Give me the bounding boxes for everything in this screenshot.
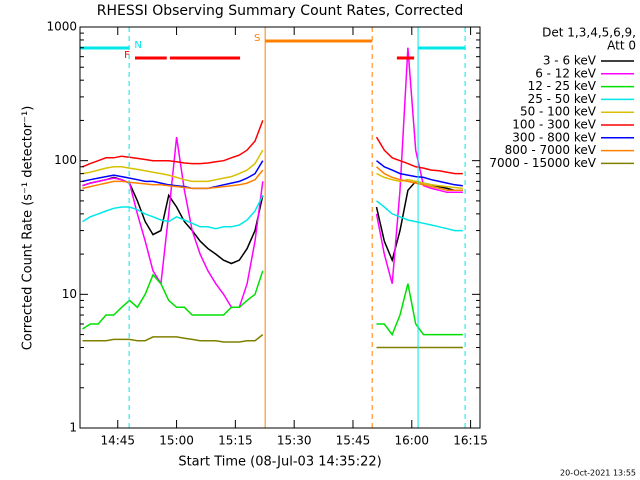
legend-label: 100 - 300 keV — [512, 118, 596, 132]
x-tick-label: 15:45 — [336, 434, 371, 448]
series-line — [82, 195, 264, 230]
legend-label: 800 - 7000 keV — [505, 143, 597, 157]
legend-label: 25 - 50 keV — [528, 92, 597, 106]
x-tick-label: 16:15 — [453, 434, 488, 448]
legend-label: 12 - 25 keV — [528, 79, 597, 93]
series-line — [375, 136, 463, 175]
x-tick-label: 14:45 — [100, 434, 135, 448]
plot-frame — [79, 26, 481, 429]
flag-label: N — [134, 40, 141, 51]
flag-label: F — [124, 50, 130, 61]
legend-label: 300 - 800 keV — [512, 130, 596, 144]
series-line — [82, 160, 264, 190]
y-axis-label: Corrected Count Rate (s⁻¹ detector⁻¹) — [21, 106, 36, 351]
series-line — [82, 169, 264, 190]
x-axis-label: Start Time (08-Jul-03 14:35:22) — [178, 455, 381, 470]
y-tick-label: 1 — [69, 421, 77, 435]
legend-label: 6 - 12 keV — [535, 66, 597, 80]
series-line — [82, 270, 264, 330]
x-tick-label: 15:30 — [277, 434, 312, 448]
legend-label: 7000 - 15000 keV — [489, 156, 596, 170]
y-tick-label: 10 — [62, 287, 77, 301]
series-line — [82, 149, 264, 183]
series-line — [376, 160, 463, 187]
flag-label: S — [254, 33, 260, 44]
legend-label: 3 - 6 keV — [543, 54, 597, 68]
x-tick-label: 15:15 — [218, 434, 253, 448]
x-tick-label: 16:00 — [394, 434, 429, 448]
y-tick-label: 100 — [54, 153, 77, 167]
series-line — [376, 172, 463, 190]
series-line — [376, 166, 463, 192]
series-line — [376, 283, 463, 337]
series-line — [82, 120, 264, 168]
series-line — [82, 334, 264, 343]
x-tick-label: 15:00 — [159, 434, 194, 448]
chart-title: RHESSI Observing Summary Count Rates, Co… — [97, 3, 463, 19]
legend-title: Att 0 — [607, 39, 636, 53]
footer: 20-Oct-2021 13:55 — [560, 469, 636, 478]
legend-label: 50 - 100 keV — [520, 105, 597, 119]
y-tick-label: 1000 — [46, 20, 77, 34]
series-line — [376, 200, 463, 232]
legend-title: Det 1,3,4,5,6,9, — [542, 26, 636, 40]
